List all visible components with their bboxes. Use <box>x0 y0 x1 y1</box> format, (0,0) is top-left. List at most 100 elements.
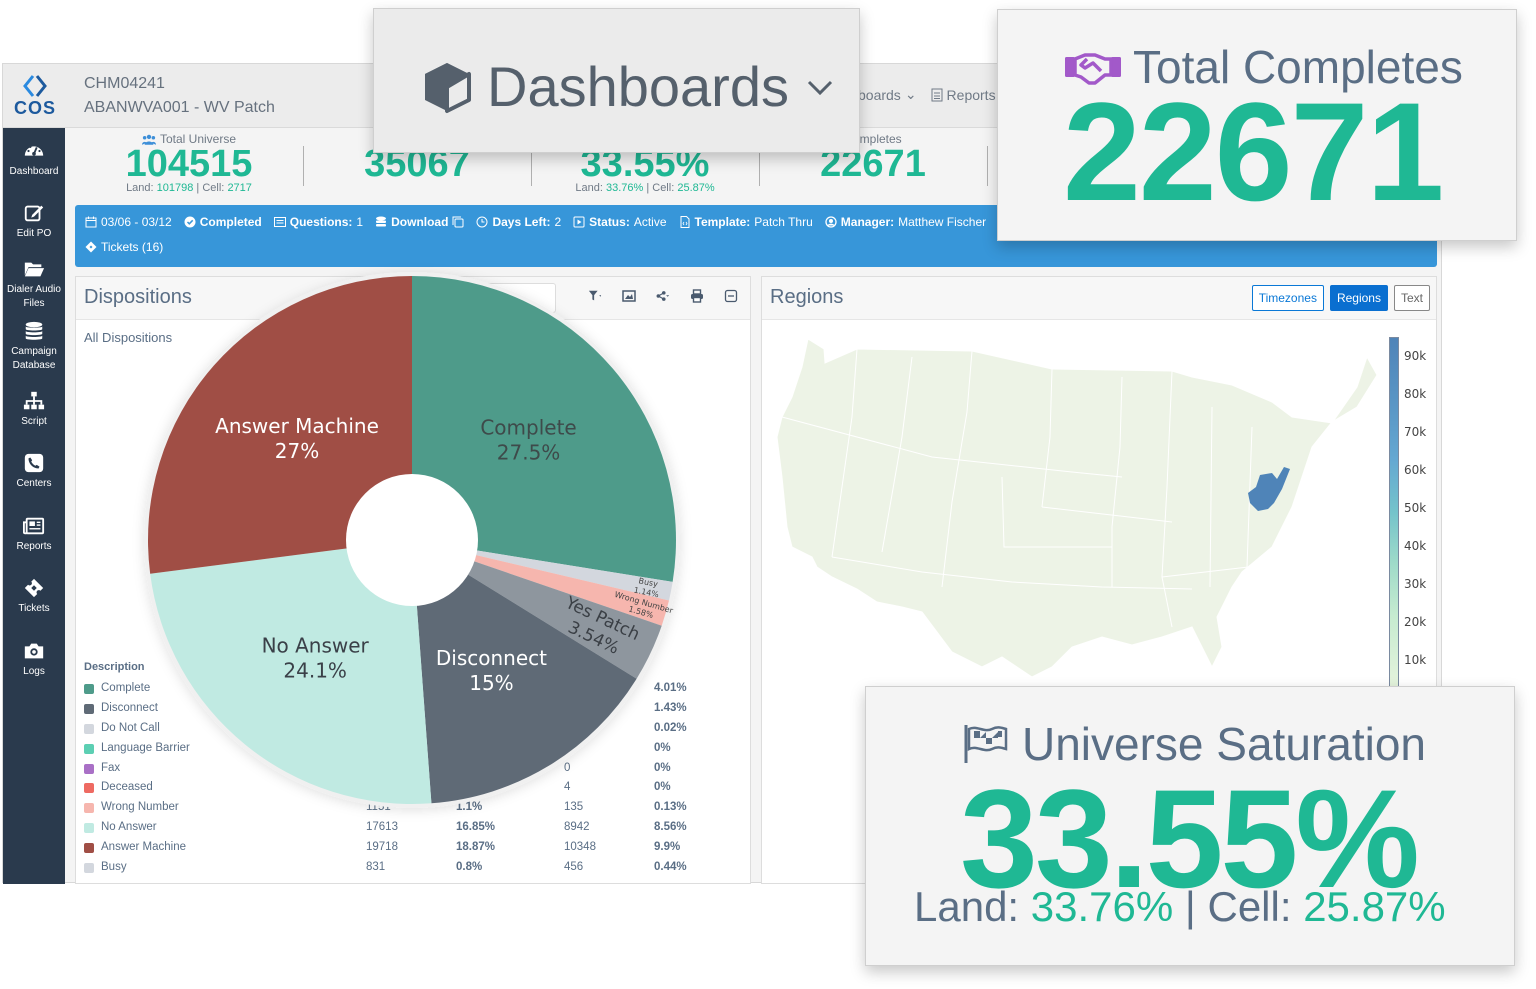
pie-label: Disconnect 15% <box>436 646 547 695</box>
legend-pct-period: 8.56% <box>654 821 687 834</box>
nav-reports[interactable]: Reports <box>931 86 996 103</box>
land-value: 33.76% <box>1030 883 1174 930</box>
legend-count-total: 17613 <box>366 821 398 834</box>
legend-row[interactable]: Busy 831 0.8% 456 0.44% <box>84 859 724 879</box>
pie-label-name: Answer Machine <box>215 414 379 438</box>
legend-row[interactable]: Fax 0 0% <box>84 760 724 780</box>
sidebar-item-dialer-audio-files[interactable]: Dialer Audio Files <box>3 253 65 316</box>
info-status: Status: Active <box>573 215 667 229</box>
legend-swatch <box>84 783 94 794</box>
top-nav: boards ⌄ Reports <box>858 86 996 103</box>
pie-slices <box>147 276 677 804</box>
legend-name: Busy <box>101 861 127 874</box>
share-icon[interactable] <box>656 289 670 303</box>
sidebar-label: Reports <box>16 540 52 552</box>
questions-label: Questions: <box>289 215 353 229</box>
scale-label: 90k <box>1404 349 1427 363</box>
image-icon[interactable] <box>622 289 636 303</box>
legend-pct-total: 18.87% <box>456 841 496 854</box>
region-view-buttons: Timezones Regions Text <box>1251 285 1430 311</box>
timezones-button[interactable]: Timezones <box>1251 285 1324 311</box>
pie-slice-disconnect[interactable] <box>412 540 637 804</box>
cell-value: 25.87% <box>677 182 715 194</box>
legend-row[interactable]: Language Barrier 0% <box>84 740 724 760</box>
legend-name: Wrong Number <box>101 801 179 814</box>
scale-label: 50k <box>1404 501 1427 515</box>
collapse-icon[interactable] <box>724 289 738 303</box>
sidebar-item-centers[interactable]: Centers <box>3 441 65 504</box>
legend-row[interactable]: Complete 4.01% <box>84 680 724 700</box>
info-download[interactable]: Download <box>375 215 464 229</box>
legend-name: Answer Machine <box>101 841 187 854</box>
nav-reports-label: Reports <box>946 86 996 103</box>
legend-count-period: 0 <box>564 761 571 774</box>
legend-count-period: 10348 <box>564 841 596 854</box>
download-label: Download <box>391 215 449 229</box>
legend-count-period: 135 <box>564 801 584 814</box>
filter-icon[interactable] <box>588 289 602 303</box>
pie-label: Answer Machine 27% <box>215 414 379 463</box>
print-icon[interactable] <box>690 289 704 303</box>
folder-icon <box>24 262 45 277</box>
chart-subtitle: All Dispositions <box>84 330 173 345</box>
panel-title: Regions <box>770 286 844 308</box>
land-label: Land: <box>126 182 154 194</box>
sidebar-item-tickets[interactable]: Tickets <box>3 566 65 629</box>
pie-slice-no-answer[interactable] <box>150 540 432 804</box>
legend-pct-period: 0% <box>654 781 671 794</box>
info-template[interactable]: Template: Patch Thru <box>679 215 813 229</box>
newspaper-icon <box>23 517 45 534</box>
stat-divider <box>531 146 532 186</box>
legend-row[interactable]: Wrong Number 1151 1.1% 135 0.13% <box>84 799 724 819</box>
manager-value: Matthew Fischer <box>898 215 987 229</box>
legend-row[interactable]: Deceased 4 0% <box>84 779 724 799</box>
legend-row[interactable]: No Answer 17613 16.85% 8942 8.56% <box>84 819 724 839</box>
dispositions-pie-chart: Complete 27.5%Busy1.14%Wrong Number1.58%Y… <box>144 272 680 808</box>
legend-pct-period: 0.02% <box>654 721 687 734</box>
completed-label: Completed <box>199 215 262 229</box>
legend-swatch <box>84 763 94 774</box>
sidebar-item-logs[interactable]: Logs <box>3 628 65 691</box>
legend-swatch <box>84 863 94 874</box>
dashboards-menu[interactable]: Dashboards <box>419 54 835 119</box>
pie-slice-wrong-number[interactable] <box>412 540 669 626</box>
legend-name: Deceased <box>101 781 153 794</box>
nav-dashboards[interactable]: boards ⌄ <box>858 86 917 103</box>
sidebar-item-script[interactable]: Script <box>3 378 65 441</box>
sidebar-item-campaign-database[interactable]: Campaign Database <box>3 316 65 379</box>
ticket-icon <box>85 241 97 253</box>
sidebar-item-edit-po[interactable]: Edit PO <box>3 191 65 254</box>
text-button[interactable]: Text <box>1393 285 1430 311</box>
legend-swatch <box>84 803 94 814</box>
sidebar-label: Campaign Database <box>11 346 57 372</box>
legend-count-total: 831 <box>366 861 386 874</box>
info-tickets[interactable]: Tickets (16) <box>85 240 163 254</box>
pie-slice-busy[interactable] <box>412 540 673 601</box>
legend-row[interactable]: Answer Machine 19718 18.87% 10348 9.9% <box>84 839 724 859</box>
sidebar-label: Dashboard <box>9 165 59 177</box>
copy-icon[interactable] <box>452 216 464 228</box>
pie-slice-yes-patch[interactable] <box>412 540 662 679</box>
sidebar-item-dashboard[interactable]: Dashboard <box>3 128 65 191</box>
pie-slice-complete[interactable] <box>412 276 677 582</box>
pie-slice-answer-machine[interactable] <box>147 276 412 574</box>
regions-button[interactable]: Regions <box>1329 285 1388 311</box>
legend-row[interactable]: Disconnect 1.43% <box>84 700 724 720</box>
info-questions[interactable]: Questions: 1 <box>273 215 363 229</box>
sidebar-item-reports[interactable]: Reports <box>3 503 65 566</box>
pie-label-value: 27.5% <box>497 441 561 465</box>
sidebar-label: Tickets <box>18 603 50 615</box>
land-label: Land: <box>914 883 1020 930</box>
saturation-breakdown: Land: 33.76% | Cell: 25.87% <box>914 883 1446 930</box>
total-completes-header: Total Completes <box>1063 40 1463 94</box>
legend-pct-period: 4.01% <box>654 682 687 694</box>
legend-row[interactable]: Do Not Call 0.02% <box>84 720 724 740</box>
status-label: Status: <box>589 215 630 229</box>
us-mainland-shape <box>776 338 1378 678</box>
scale-label: 30k <box>1404 577 1427 591</box>
state-borders <box>781 348 1293 628</box>
state-west-virginia[interactable] <box>1248 467 1290 511</box>
cos-logo[interactable]: COS <box>3 64 67 128</box>
stat-value: 104515 <box>125 143 253 185</box>
cell-value: 2717 <box>227 182 252 194</box>
